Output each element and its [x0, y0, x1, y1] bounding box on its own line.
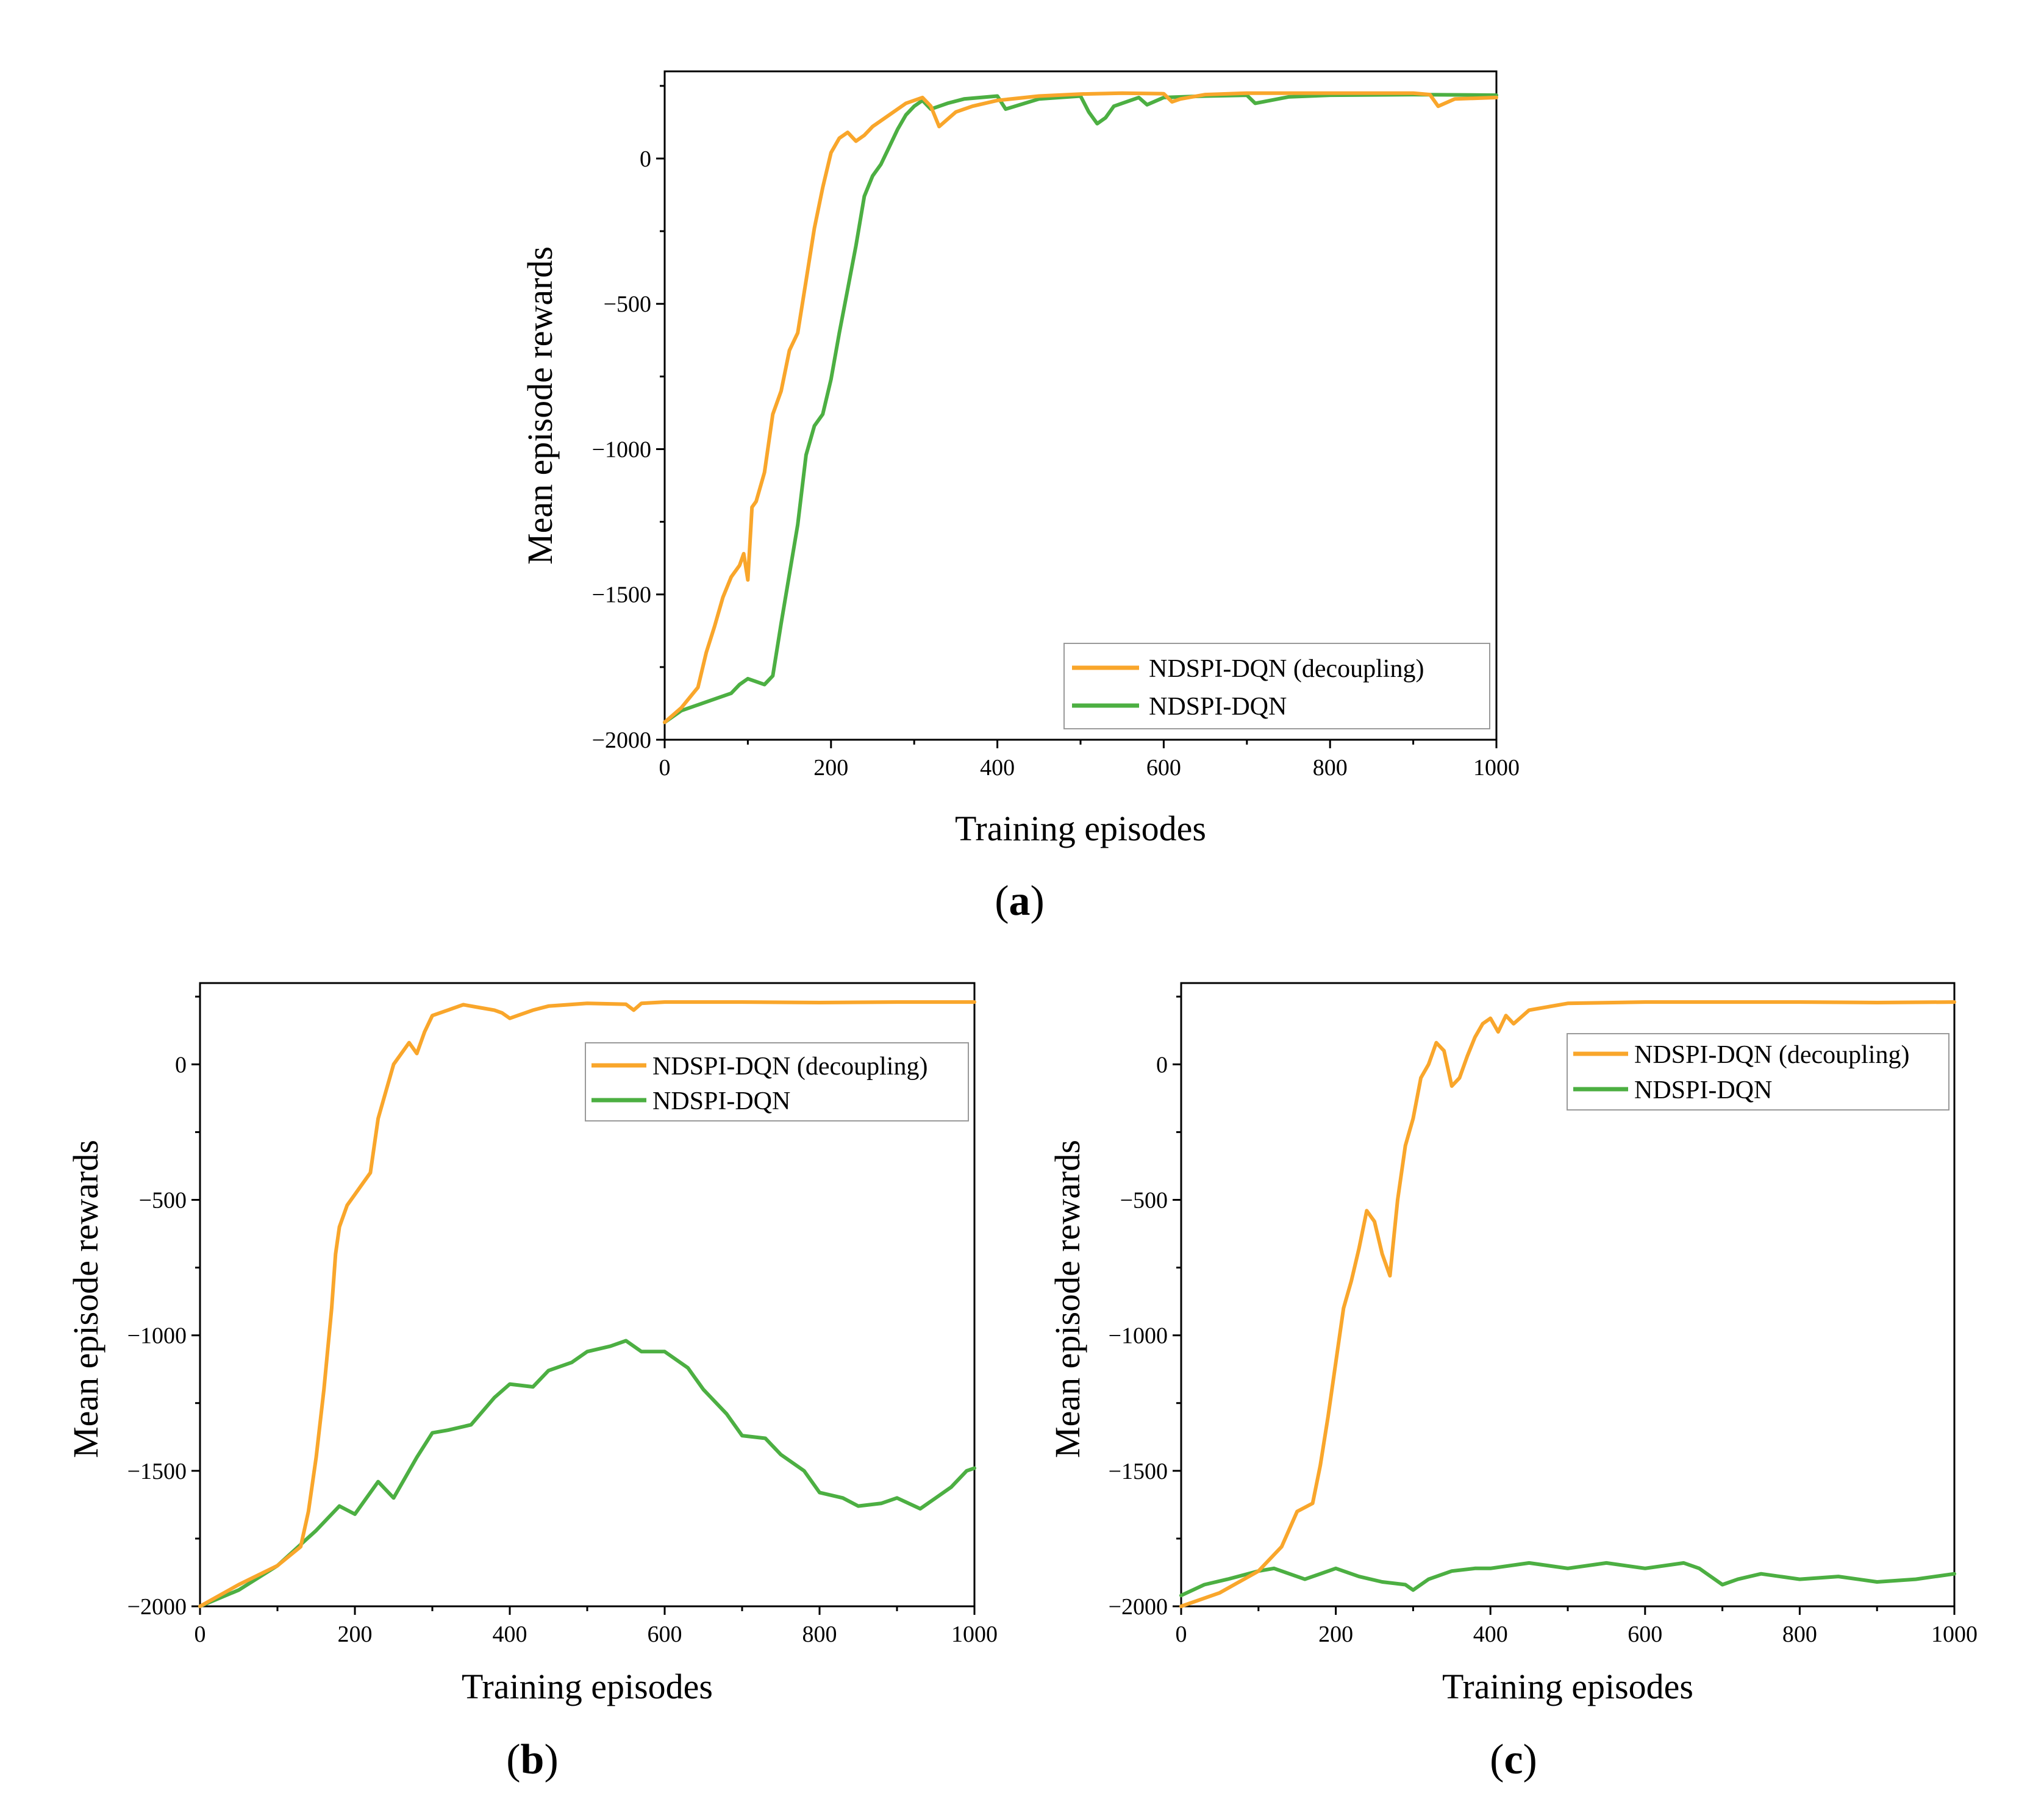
y-tick-label: 0 [175, 1052, 187, 1078]
legend-box [1063, 643, 1490, 729]
x-axis-ticks: 0 200 400 600 800 1000 [659, 740, 1520, 781]
x-tick-label: 600 [1628, 1622, 1662, 1647]
y-tick-label: 0 [640, 146, 651, 172]
legend-label-standard: NDSPI-DQN [1634, 1076, 1772, 1104]
legend-box [585, 1042, 969, 1121]
x-axis-title: Training episodes [955, 809, 1206, 848]
y-axis-ticks: −2000 −1500 −1000 −500 0 [1109, 995, 1181, 1620]
x-tick-label: 200 [813, 755, 848, 781]
y-axis-ticks: −2000 −1500 −1000 −500 0 [592, 85, 665, 753]
caption-letter: b [521, 1736, 545, 1783]
y-axis-title: Mean episode rewards [520, 246, 560, 565]
y-tick-label: −500 [1120, 1187, 1168, 1213]
x-axis-title: Training episodes [462, 1667, 713, 1706]
panel-c: 0 200 400 600 800 1000 −2000 −1500 −1000 −500 0 T… [1048, 982, 1978, 1783]
legend: NDSPI-DQN (decoupling) NDSPI-DQN [1567, 1033, 1949, 1111]
y-tick-label: −1500 [127, 1459, 187, 1484]
legend-label-decoupling: NDSPI-DQN (decoupling) [652, 1053, 927, 1081]
panel-a: 0 200 400 600 800 1000 −2000 −1500 −1000 −500 0 T… [520, 70, 1520, 925]
series-line-decoupling [198, 1000, 976, 1608]
y-tick-label: −500 [604, 292, 651, 317]
caption: (a) [995, 878, 1045, 925]
x-tick-label: 400 [493, 1622, 527, 1647]
caption: (c) [1490, 1736, 1537, 1783]
y-tick-label: −500 [139, 1187, 187, 1213]
y-tick-label: −1000 [127, 1323, 187, 1349]
series-layer [663, 91, 1498, 724]
series-layer [198, 1000, 976, 1608]
y-tick-label: 0 [1156, 1052, 1168, 1078]
x-tick-label: 400 [1473, 1622, 1508, 1647]
x-tick-label: 800 [1313, 755, 1348, 781]
series-layer [1179, 1000, 1956, 1608]
x-tick-label: 200 [338, 1622, 373, 1647]
x-tick-label: 1000 [951, 1622, 998, 1647]
x-tick-label: 400 [980, 755, 1015, 781]
x-tick-label: 0 [659, 755, 671, 781]
x-tick-label: 0 [195, 1622, 206, 1647]
legend-box [1567, 1033, 1949, 1111]
x-tick-label: 1000 [1473, 755, 1520, 781]
x-axis-ticks: 0 200 400 600 800 1000 [1176, 1606, 1978, 1647]
y-tick-label: −2000 [127, 1594, 187, 1620]
caption-letter: c [1504, 1736, 1523, 1783]
x-tick-label: 200 [1318, 1622, 1353, 1647]
plot-frame [663, 70, 1498, 741]
y-tick-label: −1000 [592, 437, 651, 462]
series-line-decoupling [663, 91, 1498, 724]
y-tick-label: −2000 [1109, 1594, 1168, 1620]
legend-label-standard: NDSPI-DQN [652, 1087, 790, 1115]
series-line-standard [663, 93, 1498, 724]
series-line-standard [1179, 1561, 1956, 1598]
y-tick-label: −1000 [1109, 1323, 1168, 1349]
legend: NDSPI-DQN (decoupling) NDSPI-DQN [585, 1042, 969, 1121]
x-tick-label: 1000 [1931, 1622, 1978, 1647]
legend: NDSPI-DQN (decoupling) NDSPI-DQN [1063, 643, 1490, 729]
series-line-decoupling [1179, 1000, 1956, 1608]
x-axis-title: Training episodes [1442, 1667, 1693, 1706]
y-tick-label: −2000 [592, 728, 651, 753]
y-tick-label: −1500 [1109, 1459, 1168, 1484]
legend-label-standard: NDSPI-DQN [1149, 693, 1287, 721]
panel-b: 0 200 400 600 800 1000 −2000 −1500 −1000 −500 0 T… [66, 982, 998, 1783]
series-line-standard [198, 1339, 976, 1608]
caption: (b) [506, 1736, 559, 1783]
y-axis-title: Mean episode rewards [66, 1140, 105, 1458]
x-tick-label: 800 [802, 1622, 837, 1647]
caption-letter: a [1009, 878, 1031, 925]
y-axis-title: Mean episode rewards [1048, 1140, 1087, 1458]
y-axis-ticks: −2000 −1500 −1000 −500 0 [127, 995, 200, 1620]
legend-label-decoupling: NDSPI-DQN (decoupling) [1149, 655, 1424, 683]
x-tick-label: 600 [648, 1622, 682, 1647]
legend-label-decoupling: NDSPI-DQN (decoupling) [1634, 1041, 1909, 1069]
x-tick-label: 600 [1146, 755, 1181, 781]
y-tick-label: −1500 [592, 582, 651, 608]
x-tick-label: 0 [1176, 1622, 1187, 1647]
x-axis-ticks: 0 200 400 600 800 1000 [195, 1606, 998, 1647]
x-tick-label: 800 [1782, 1622, 1817, 1647]
